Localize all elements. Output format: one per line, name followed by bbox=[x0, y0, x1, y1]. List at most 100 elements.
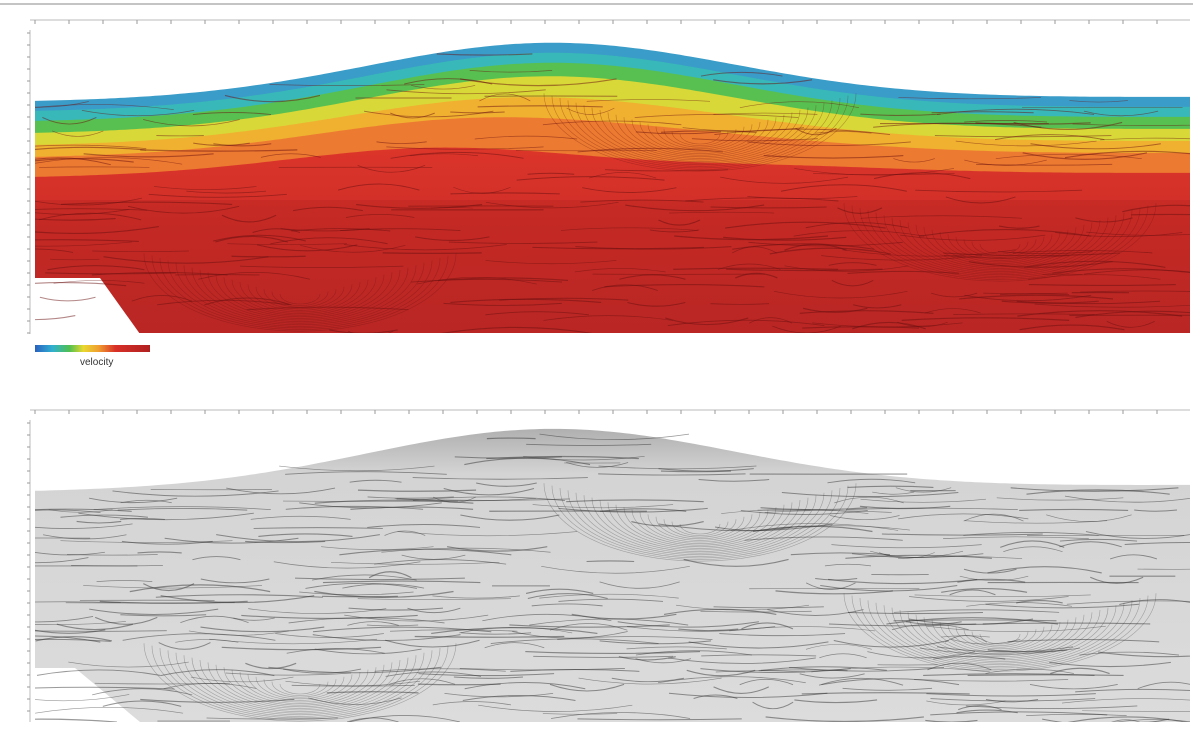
reflector bbox=[539, 433, 690, 441]
reflector bbox=[739, 678, 794, 686]
reflector bbox=[860, 215, 1023, 219]
reflector bbox=[657, 676, 806, 684]
reflector bbox=[464, 682, 586, 690]
reflector bbox=[200, 626, 325, 633]
reflector bbox=[314, 648, 422, 655]
reflector bbox=[35, 523, 133, 529]
reflector bbox=[440, 326, 593, 333]
diffraction bbox=[559, 487, 841, 559]
reflector bbox=[963, 532, 1099, 536]
reflector bbox=[598, 465, 757, 470]
reflector bbox=[35, 509, 101, 514]
diffraction bbox=[907, 612, 1093, 659]
reflector bbox=[35, 508, 132, 512]
reflector bbox=[926, 700, 1006, 706]
reflector bbox=[192, 556, 241, 561]
reflector bbox=[860, 498, 986, 503]
diffraction bbox=[955, 236, 1045, 260]
reflector bbox=[1000, 293, 1070, 296]
reflector bbox=[926, 625, 1106, 633]
diffraction bbox=[175, 652, 425, 716]
reflector bbox=[900, 234, 1046, 241]
reflector bbox=[35, 686, 175, 690]
reflector bbox=[448, 241, 598, 244]
diffraction bbox=[979, 633, 1021, 645]
velocity-layer bbox=[35, 76, 1190, 146]
reflector bbox=[305, 334, 484, 336]
diffraction bbox=[151, 645, 449, 720]
reflector bbox=[484, 642, 545, 649]
diffraction bbox=[551, 485, 849, 560]
reflector bbox=[566, 462, 629, 468]
reflector bbox=[747, 196, 858, 200]
velocity-layer bbox=[35, 62, 1190, 134]
diffraction bbox=[567, 100, 833, 167]
reflector bbox=[1124, 541, 1190, 546]
reflector bbox=[510, 668, 640, 672]
reflector bbox=[760, 666, 887, 671]
reflector bbox=[35, 630, 167, 632]
reflector bbox=[824, 563, 871, 567]
velocity-panel bbox=[35, 42, 1190, 336]
reflector bbox=[412, 477, 588, 480]
reflector bbox=[1134, 509, 1178, 512]
reflector bbox=[964, 294, 1092, 302]
reflector bbox=[527, 172, 575, 175]
reflector bbox=[1100, 137, 1190, 141]
reflector bbox=[549, 623, 628, 631]
reflector bbox=[803, 307, 868, 313]
velocity-layer bbox=[35, 200, 1190, 333]
reflector bbox=[1106, 321, 1155, 328]
reflector bbox=[964, 159, 1047, 166]
reflector bbox=[780, 184, 907, 192]
reflector bbox=[941, 635, 990, 638]
diffraction bbox=[175, 262, 425, 326]
reflector bbox=[1111, 719, 1141, 722]
reflector bbox=[39, 166, 150, 168]
reflector bbox=[599, 640, 712, 645]
reflector bbox=[450, 192, 560, 195]
reflector bbox=[337, 183, 420, 191]
reflector bbox=[739, 101, 859, 108]
reflector bbox=[35, 282, 127, 287]
reflector bbox=[821, 678, 960, 686]
reflector bbox=[1059, 541, 1122, 548]
reflector bbox=[599, 581, 680, 589]
reflector bbox=[52, 130, 104, 137]
reflector bbox=[35, 197, 142, 206]
reflector bbox=[35, 218, 116, 221]
diffraction bbox=[559, 97, 841, 169]
diffraction bbox=[255, 676, 345, 700]
reflector bbox=[821, 255, 982, 261]
reflector bbox=[410, 153, 479, 157]
reflector bbox=[735, 272, 778, 279]
reflector bbox=[386, 89, 546, 95]
reflector bbox=[985, 698, 1039, 703]
reflector bbox=[443, 302, 562, 306]
reflector bbox=[453, 676, 524, 679]
reflector bbox=[714, 128, 891, 136]
reflector bbox=[1137, 721, 1166, 722]
diffraction bbox=[639, 121, 761, 153]
reflector bbox=[81, 110, 195, 117]
reflector bbox=[343, 244, 507, 251]
reflector bbox=[35, 638, 111, 642]
reflector bbox=[831, 280, 874, 287]
reflector bbox=[1055, 232, 1183, 238]
reflector bbox=[740, 509, 868, 515]
reflector bbox=[1064, 495, 1190, 503]
reflector bbox=[329, 329, 398, 333]
diffraction bbox=[907, 222, 1093, 269]
reflector bbox=[627, 301, 686, 307]
diffraction bbox=[607, 112, 793, 159]
blank-wedge bbox=[35, 668, 140, 722]
reflector bbox=[635, 650, 753, 656]
reflector bbox=[943, 255, 1070, 259]
reflector bbox=[246, 306, 409, 311]
reflector bbox=[374, 668, 506, 672]
reflector bbox=[845, 554, 992, 559]
diffraction bbox=[971, 241, 1029, 256]
reflector bbox=[224, 94, 321, 103]
diffraction bbox=[923, 227, 1077, 266]
reflector bbox=[1016, 600, 1063, 604]
